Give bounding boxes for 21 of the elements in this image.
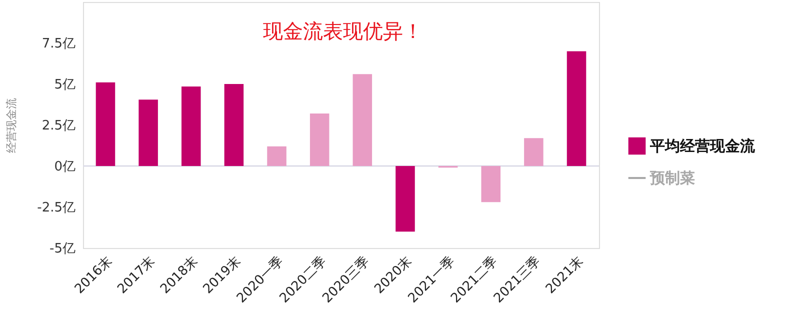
bar [566,51,586,166]
y-tick-label: -2.5亿 [37,200,76,216]
y-tick-label: 2.5亿 [42,118,76,134]
y-tick-label: 5亿 [54,78,76,92]
legend-label: 平均经营现金流 [649,137,756,155]
bar [181,86,201,166]
bar [524,138,544,166]
bar [138,100,158,166]
y-axis-title: 经营现金流 [5,98,18,153]
bar [352,74,372,166]
bar [481,166,501,202]
bar [310,114,330,166]
y-tick-label: 7.5亿 [42,36,76,52]
y-tick-label: 0亿 [54,160,76,174]
bar [267,146,286,166]
annotation: 现金流表现优异！ [263,19,423,43]
legend-label: 预制菜 [649,169,695,187]
bar [96,82,116,166]
bar [224,84,244,166]
bar [396,166,415,232]
y-tick-label: -5亿 [50,242,76,256]
